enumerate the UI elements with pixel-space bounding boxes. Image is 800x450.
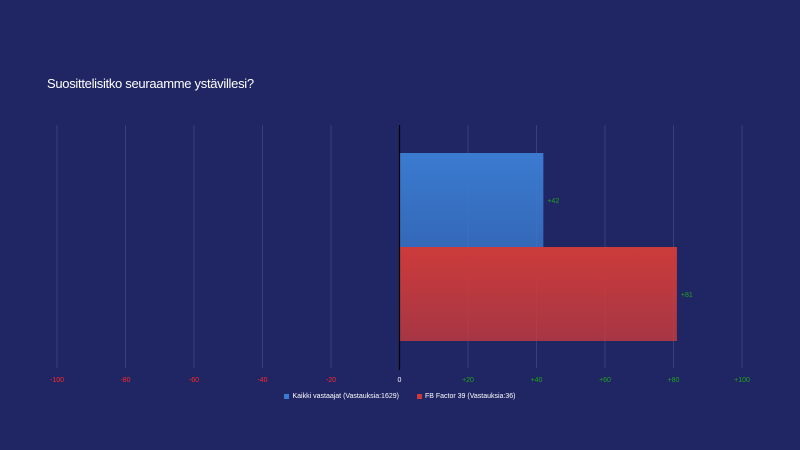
legend-item: FB Factor 39 (Vastauksia:36) xyxy=(416,393,516,400)
x-tick-label: +100 xyxy=(734,377,750,384)
data-label: +42 xyxy=(547,198,559,205)
legend-item: Kaikki vastaajat (Vastauksia:1629) xyxy=(284,393,399,400)
legend-swatch-all xyxy=(284,394,290,399)
x-tick-label: -100 xyxy=(50,377,64,384)
x-tick-label: -20 xyxy=(326,377,336,384)
legend-label-fb: FB Factor 39 (Vastauksia:36) xyxy=(424,393,516,400)
x-tick-label: -40 xyxy=(257,377,267,384)
x-tick-label: +80 xyxy=(668,377,680,384)
x-tick-label: -60 xyxy=(189,377,199,384)
data-label: +81 xyxy=(681,292,693,299)
x-tick-label: +40 xyxy=(531,377,543,384)
data-labels: +42 +81 xyxy=(547,198,693,299)
legend-label-all: Kaikki vastaajat (Vastauksia:1629) xyxy=(292,393,399,400)
bars xyxy=(399,153,677,341)
x-tick-label: +60 xyxy=(599,377,611,384)
legend: Kaikki vastaajat (Vastauksia:1629) FB Fa… xyxy=(0,393,800,400)
x-tick-label: +20 xyxy=(462,377,474,384)
x-tick-label: -80 xyxy=(120,377,130,384)
bar-all-respondents xyxy=(399,153,544,247)
x-axis-ticks: -100 -80 -60 -40 -20 0 +20 +40 +60 +80 +100 xyxy=(50,377,750,384)
x-tick-label: 0 xyxy=(398,377,402,384)
bar-fb-factor-39 xyxy=(399,247,677,341)
legend-swatch-fb xyxy=(416,394,422,399)
chart-title: Suosittelisitko seuraamme ystävillesi? xyxy=(47,76,254,91)
